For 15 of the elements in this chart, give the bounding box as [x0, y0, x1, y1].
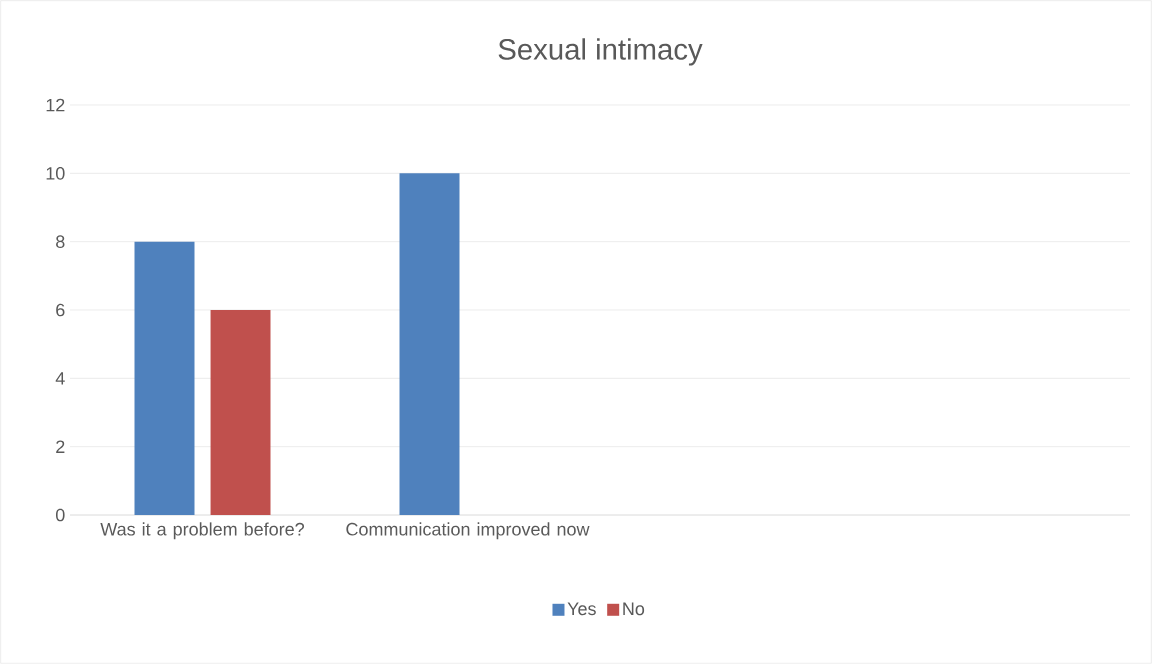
y-tick-label: 12	[46, 98, 65, 112]
x-tick-label: Communication improved now	[346, 522, 590, 540]
legend-label: No	[623, 602, 645, 616]
bar	[134, 241, 195, 515]
legend-label: Yes	[567, 602, 596, 616]
y-tick-label: 10	[46, 166, 65, 180]
bar	[399, 173, 460, 515]
chart-title: Sexual intimacy	[498, 38, 703, 66]
x-tick-label: Was it a problem before?	[100, 522, 305, 540]
y-tick-label: 2	[56, 440, 65, 453]
y-tick-label: 6	[56, 303, 65, 317]
y-tick-label: 8	[56, 235, 65, 249]
y-tick-label: 0	[55, 508, 65, 522]
bar	[210, 310, 271, 515]
y-tick-label: 4	[55, 372, 65, 385]
